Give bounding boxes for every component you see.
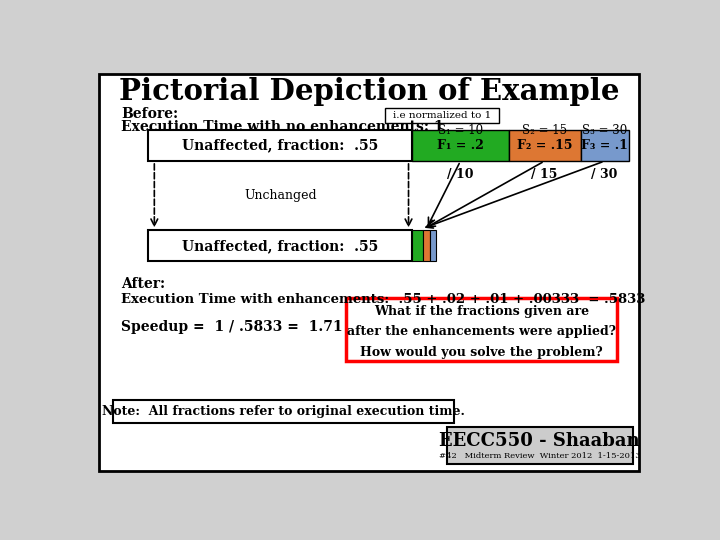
Text: / 10: / 10	[447, 168, 474, 181]
Text: Pictorial Depiction of Example: Pictorial Depiction of Example	[119, 77, 619, 106]
Text: Unaffected, fraction:  .55: Unaffected, fraction: .55	[182, 239, 379, 253]
Text: Execution Time with enhancements:  .55 + .02 + .01 + .00333  = .5833: Execution Time with enhancements: .55 + …	[121, 293, 645, 306]
Text: F₁ = .2: F₁ = .2	[437, 139, 484, 152]
Bar	[413, 231, 423, 261]
Text: Execution Time with no enhancements: 1: Execution Time with no enhancements: 1	[121, 120, 444, 134]
Text: F₃ = .1: F₃ = .1	[581, 139, 628, 152]
Bar	[508, 130, 580, 161]
Text: EECC550 - Shaaban: EECC550 - Shaaban	[439, 432, 640, 450]
Text: after the enhancements were applied?: after the enhancements were applied?	[347, 326, 616, 339]
Text: Before:: Before:	[121, 107, 178, 121]
Text: What if the fractions given are: What if the fractions given are	[374, 306, 589, 319]
Text: / 30: / 30	[591, 168, 618, 181]
Bar	[431, 231, 436, 261]
Text: Unchanged: Unchanged	[244, 189, 317, 202]
Bar	[580, 130, 629, 161]
Text: How would you solve the problem?: How would you solve the problem?	[360, 346, 603, 359]
Bar	[384, 108, 499, 123]
Text: S₂ = 15: S₂ = 15	[522, 124, 567, 137]
Bar	[113, 400, 454, 423]
Text: i.e normalized to 1: i.e normalized to 1	[392, 111, 491, 120]
Text: Speedup =  1 / .5833 =  1.71: Speedup = 1 / .5833 = 1.71	[121, 320, 343, 334]
Text: S₃ = 30: S₃ = 30	[582, 124, 627, 137]
Text: F₂ = .15: F₂ = .15	[517, 139, 572, 152]
Bar	[148, 231, 413, 261]
Bar	[413, 130, 508, 161]
Text: Note:  All fractions refer to original execution time.: Note: All fractions refer to original ex…	[102, 405, 465, 418]
Bar	[346, 298, 617, 361]
Text: After:: After:	[121, 277, 165, 291]
Bar	[423, 231, 431, 261]
Bar	[446, 427, 632, 464]
Text: / 15: / 15	[531, 168, 558, 181]
Text: S₁ = 10: S₁ = 10	[438, 124, 483, 137]
Text: Unaffected, fraction:  .55: Unaffected, fraction: .55	[182, 139, 379, 153]
Bar	[148, 130, 413, 161]
Text: #42   Midterm Review  Winter 2012  1-15-2013: #42 Midterm Review Winter 2012 1-15-2013	[438, 451, 640, 460]
